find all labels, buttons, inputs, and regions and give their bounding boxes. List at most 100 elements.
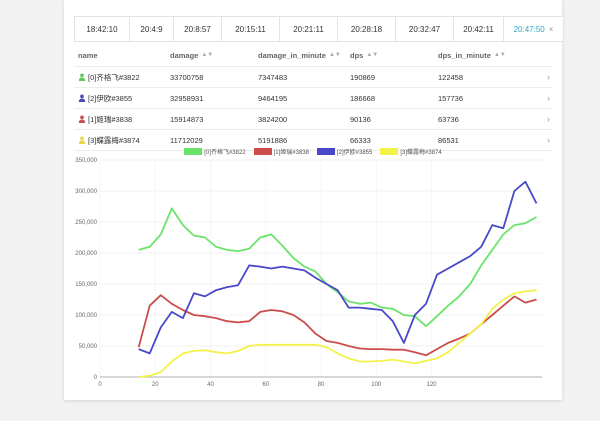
x-tick-label: 60 <box>262 382 269 388</box>
session-tabs: 18:42:10 20:4:9 20:8:57 20:15:11 20:21:1… <box>74 16 564 42</box>
cell-damage-in-minute: 5191886 <box>258 135 288 145</box>
legend-item[interactable]: [2]伊欧#3855 <box>317 147 372 156</box>
tab-session-1[interactable]: 20:4:9 <box>130 16 174 42</box>
tab-label: 20:47:50 <box>513 24 545 34</box>
chevron-right-icon[interactable]: › <box>547 114 550 124</box>
tab-label: 20:21:11 <box>293 24 324 34</box>
series-line-2 <box>138 180 538 355</box>
cell-name: [2]伊欧#3855 <box>78 88 132 108</box>
sort-icon[interactable]: ▲▼ <box>493 52 506 58</box>
legend-label: [0]齐格飞#3822 <box>204 150 246 156</box>
cell-damage: 11712029 <box>170 135 203 145</box>
cell-dps: 186668 <box>350 93 376 103</box>
cell-dps: 90136 <box>350 114 371 124</box>
legend-item[interactable]: [1]姬瑞#3838 <box>253 147 309 156</box>
x-tick-label: 40 <box>207 382 214 388</box>
series-line-0 <box>138 207 537 328</box>
table-row[interactable]: [1]姬瑞#3838 15914873 3824200 90136 63736 … <box>74 109 552 130</box>
cell-damage-in-minute: 3824200 <box>258 114 288 124</box>
sort-icon[interactable]: ▲▼ <box>201 52 214 58</box>
x-tick-label: 0 <box>98 382 102 388</box>
x-tick-label: 100 <box>371 382 382 388</box>
cell-dps: 66333 <box>350 135 371 145</box>
legend-item[interactable]: [0]齐格飞#3822 <box>184 147 246 156</box>
col-header-dps-in-minute[interactable]: dps_in_minute ▲▼ <box>438 44 506 66</box>
y-tick-label: 300,000 <box>75 189 97 195</box>
table-row[interactable]: [2]伊欧#3855 32958931 9464195 186668 15773… <box>74 88 552 109</box>
dps-table: name damage ▲▼ damage_in_minute ▲▼ dps ▲▼ d… <box>74 44 552 151</box>
cell-damage-in-minute: 9464195 <box>258 93 288 103</box>
tab-label: 18:42:10 <box>86 24 118 34</box>
col-header-damage-in-minute[interactable]: damage_in_minute ▲▼ <box>258 44 341 66</box>
y-tick-label: 350,000 <box>75 158 97 164</box>
legend-label: [2]伊欧#3855 <box>337 150 373 156</box>
player-name: [2]伊欧#3855 <box>88 93 133 103</box>
cell-dps-in-minute: 157736 <box>438 93 464 103</box>
legend-swatch <box>317 148 335 155</box>
cell-dps-in-minute: 122458 <box>438 72 464 82</box>
player-name: [3]蝶露梅#3874 <box>88 135 140 145</box>
table-row[interactable]: [0]齐格飞#3822 33700758 7347483 190869 1224… <box>74 67 552 88</box>
tab-label: 20:8:57 <box>184 24 211 34</box>
col-header-dps[interactable]: dps ▲▼ <box>350 44 378 66</box>
col-header-name: name <box>78 44 98 66</box>
cell-damage: 15914873 <box>170 114 204 124</box>
y-tick-label: 150,000 <box>75 282 97 288</box>
y-tick-label: 100,000 <box>75 313 97 319</box>
close-icon[interactable]: × <box>548 24 554 34</box>
legend-item[interactable]: [3]蝶露梅#3874 <box>380 147 442 156</box>
legend-swatch <box>184 148 203 155</box>
cell-name: [3]蝶露梅#3874 <box>78 130 140 150</box>
cell-name: [1]姬瑞#3838 <box>78 109 132 129</box>
cell-damage: 32958931 <box>170 93 204 103</box>
col-header-damage[interactable]: damage ▲▼ <box>170 44 213 66</box>
sort-icon[interactable]: ▲▼ <box>328 52 341 58</box>
x-tick-label: 80 <box>318 382 325 388</box>
table-header: name damage ▲▼ damage_in_minute ▲▼ dps ▲▼ d… <box>74 44 552 67</box>
user-icon <box>78 136 86 144</box>
table-row[interactable]: [3]蝶露梅#3874 11712029 5191886 66333 86531… <box>74 130 552 151</box>
header-label: damage_in_minute <box>258 50 326 60</box>
tab-label: 20:32:47 <box>408 24 441 34</box>
user-icon <box>78 73 86 81</box>
cell-name: [0]齐格飞#3822 <box>78 67 140 87</box>
legend-label: [1]姬瑞#3838 <box>273 150 309 156</box>
player-name: [1]姬瑞#3838 <box>88 114 133 124</box>
tab-label: 20:15:11 <box>235 24 266 34</box>
cell-dps-in-minute: 86531 <box>438 135 459 145</box>
cell-damage-in-minute: 7347483 <box>258 72 288 82</box>
header-label: damage <box>170 50 199 60</box>
tab-session-5[interactable]: 20:28:18 <box>338 16 396 42</box>
tab-label: 20:4:9 <box>140 24 163 34</box>
tab-label: 20:42:11 <box>463 24 494 34</box>
tab-session-4[interactable]: 20:21:11 <box>280 16 338 42</box>
cell-damage: 33700758 <box>170 72 204 82</box>
y-tick-label: 200,000 <box>75 251 97 257</box>
user-icon <box>78 115 86 123</box>
header-label: dps_in_minute <box>438 50 491 60</box>
legend-swatch <box>380 148 399 155</box>
y-tick-label: 50,000 <box>79 344 98 350</box>
player-name: [0]齐格飞#3822 <box>88 72 140 82</box>
y-tick-label: 250,000 <box>75 220 97 226</box>
chevron-right-icon[interactable]: › <box>547 72 550 82</box>
tab-session-2[interactable]: 20:8:57 <box>174 16 222 42</box>
tab-session-6[interactable]: 20:32:47 <box>396 16 454 42</box>
header-label: name <box>78 50 98 60</box>
tab-label: 20:28:18 <box>350 24 383 34</box>
dps-line-chart: 0 50,000 100,000 150,000 200,000 250,000 300,0… <box>75 158 542 388</box>
tab-session-3[interactable]: 20:15:11 <box>222 16 280 42</box>
legend-swatch <box>253 148 272 155</box>
chevron-right-icon[interactable]: › <box>547 135 550 145</box>
sort-icon[interactable]: ▲▼ <box>366 52 379 58</box>
tab-session-8[interactable]: 20:47:50 × <box>504 16 564 42</box>
cell-dps: 190869 <box>350 72 376 82</box>
tab-session-7[interactable]: 20:42:11 <box>454 16 504 42</box>
x-tick-label: 20 <box>152 382 159 388</box>
chevron-right-icon[interactable]: › <box>547 93 550 103</box>
header-label: dps <box>350 50 364 60</box>
cell-dps-in-minute: 63736 <box>438 114 459 124</box>
dps-panel: 18:42:10 20:4:9 20:8:57 20:15:11 20:21:1… <box>64 0 564 400</box>
tab-session-0[interactable]: 18:42:10 <box>74 16 130 42</box>
chart-legend: [0]齐格飞#3822 [1]姬瑞#3838 [2]伊欧#3855 [3]蝶露梅#38… <box>64 147 562 156</box>
